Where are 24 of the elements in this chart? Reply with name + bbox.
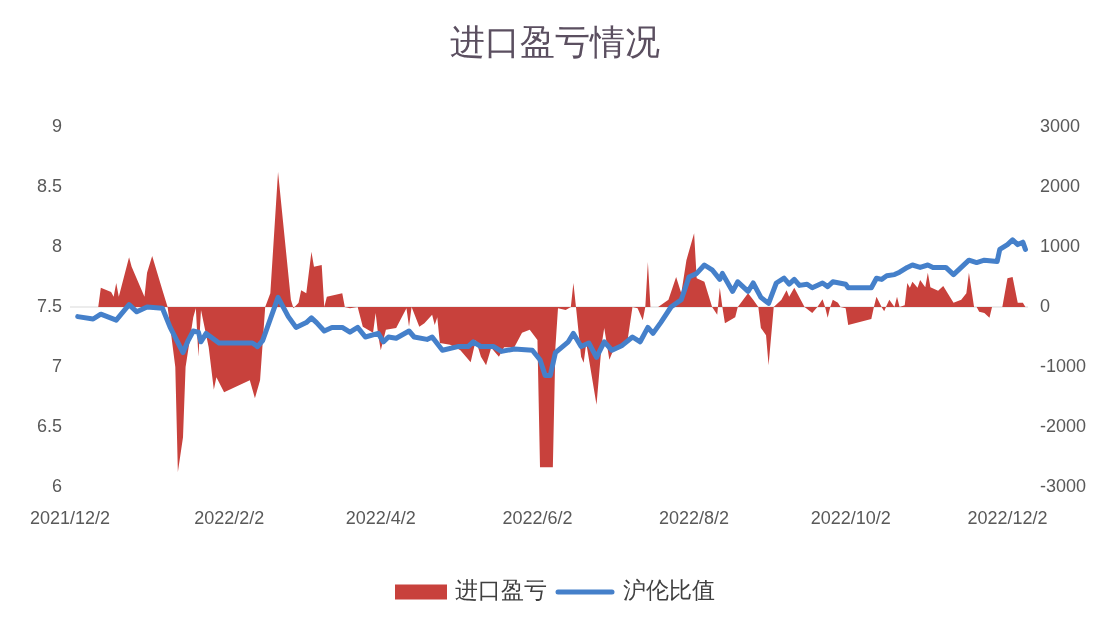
y-tick-label: 9 — [51, 115, 62, 136]
y2-tick-label: -2000 — [1040, 415, 1087, 436]
y-tick-label: 6.5 — [36, 415, 62, 436]
y-tick-label: 7.5 — [36, 295, 62, 316]
x-tick-label: 2021/12/2 — [29, 507, 111, 528]
x-tick-label: 2022/4/2 — [345, 507, 416, 528]
y2-tick-label: 2000 — [1040, 175, 1081, 196]
y-tick-label: 8 — [51, 235, 62, 256]
y-tick-label: 6 — [51, 475, 62, 496]
y-tick-label: 8.5 — [36, 175, 62, 196]
title: 进口盈亏情况 — [450, 22, 660, 62]
x-tick-label: 2022/6/2 — [502, 507, 573, 528]
y2-tick-label: 0 — [1040, 295, 1051, 316]
x-tick-label: 2022/10/2 — [810, 507, 891, 528]
y2-tick-label: -3000 — [1040, 475, 1087, 496]
y2-tick-label: 1000 — [1040, 235, 1081, 256]
y-tick-label: 7 — [51, 355, 62, 376]
y2-tick-label: -1000 — [1040, 355, 1087, 376]
y2-tick-label: 3000 — [1040, 115, 1081, 136]
legend-label: 进口盈亏 — [455, 577, 547, 604]
x-tick-label: 2022/2/2 — [194, 507, 265, 528]
legend-label: 沪伦比值 — [623, 577, 715, 604]
x-tick-label: 2022/8/2 — [659, 507, 730, 528]
x-tick-label: 2022/12/2 — [967, 507, 1048, 528]
